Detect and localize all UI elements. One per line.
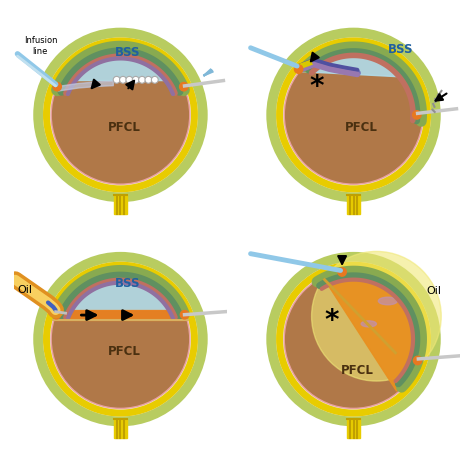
Polygon shape	[314, 272, 421, 392]
Circle shape	[119, 77, 127, 84]
Circle shape	[145, 77, 152, 84]
Circle shape	[413, 111, 421, 120]
Ellipse shape	[378, 298, 397, 305]
Circle shape	[38, 257, 203, 421]
Text: Oil: Oil	[18, 284, 33, 294]
Text: BSS: BSS	[388, 43, 414, 56]
FancyBboxPatch shape	[114, 419, 128, 438]
Circle shape	[311, 252, 441, 381]
Circle shape	[53, 83, 61, 91]
Circle shape	[338, 268, 346, 277]
Circle shape	[180, 311, 189, 319]
Text: *: *	[310, 73, 324, 101]
Circle shape	[271, 34, 436, 198]
FancyBboxPatch shape	[346, 419, 360, 438]
FancyBboxPatch shape	[346, 196, 360, 215]
Text: Oil: Oil	[426, 286, 441, 296]
Circle shape	[113, 77, 120, 84]
Circle shape	[151, 77, 158, 84]
Circle shape	[53, 272, 188, 407]
Ellipse shape	[361, 321, 376, 327]
Polygon shape	[57, 48, 183, 91]
Text: BSS: BSS	[115, 276, 141, 289]
Circle shape	[271, 257, 436, 421]
Circle shape	[126, 77, 133, 84]
Polygon shape	[57, 272, 183, 314]
Circle shape	[52, 311, 61, 319]
Circle shape	[413, 356, 422, 365]
Circle shape	[132, 77, 139, 84]
Text: BSS: BSS	[115, 46, 141, 59]
Text: PFCL: PFCL	[341, 364, 374, 377]
Circle shape	[53, 48, 188, 183]
Circle shape	[138, 77, 146, 84]
Text: PFCL: PFCL	[108, 344, 141, 358]
Circle shape	[294, 66, 303, 74]
Polygon shape	[301, 48, 421, 126]
Polygon shape	[54, 310, 188, 320]
Circle shape	[286, 272, 421, 407]
Text: PFCL: PFCL	[108, 121, 141, 134]
Text: *: *	[325, 306, 339, 334]
FancyBboxPatch shape	[114, 196, 128, 215]
Text: PFCL: PFCL	[345, 121, 378, 134]
Text: Infusion
line: Infusion line	[24, 36, 57, 56]
Circle shape	[180, 83, 188, 91]
Circle shape	[38, 34, 203, 198]
Circle shape	[286, 48, 421, 183]
